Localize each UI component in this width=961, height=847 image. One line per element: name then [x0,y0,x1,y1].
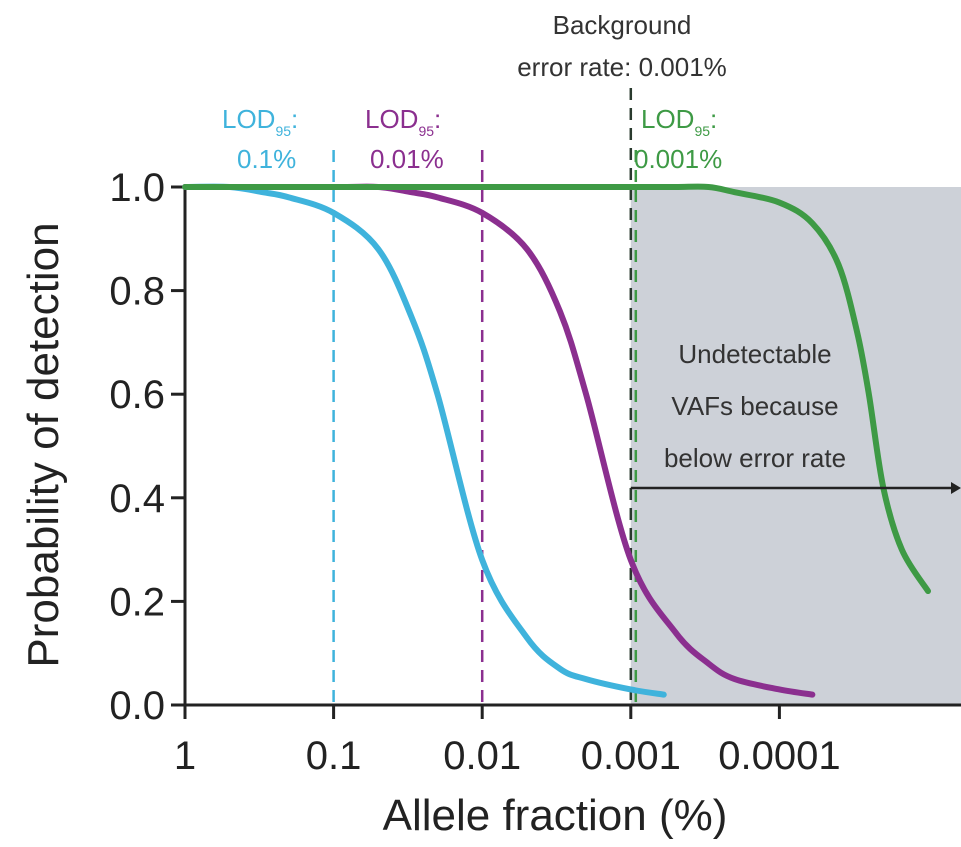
y-axis-title: Probability of detection [19,222,68,667]
lod-purple-colon: : [434,104,441,134]
x-axis-title: Allele fraction (%) [383,791,728,840]
arrow-head [951,482,961,494]
background-label-line2: error rate: 0.001% [517,52,727,82]
lod-purple-main: LOD [365,104,418,134]
background-label-line1: Background [553,10,692,40]
lod-green-value: 0.001% [634,144,722,174]
undetectable-arrow [630,482,961,494]
y-ticks: 0.0 0.2 0.4 0.6 0.8 1.0 [109,166,185,728]
lod-blue-sub: 95 [275,123,291,139]
y-tick-label: 0.6 [109,373,165,417]
y-tick-label: 0.8 [109,270,165,314]
y-tick-label: 1.0 [109,166,165,210]
undetectable-line1: Undetectable [678,339,831,369]
lod-green-main: LOD [641,104,694,134]
lod-purple-value: 0.01% [370,144,444,174]
undetectable-line2: VAFs because [671,391,838,421]
lod-blue-value: 0.1% [237,144,296,174]
lod-green-sub: 95 [694,123,710,139]
y-tick-label: 0.2 [109,580,165,624]
series-line-2 [182,183,931,595]
lod-green-colon: : [710,104,717,134]
x-tick-label: 0.001 [581,734,681,778]
y-tick-label: 0.0 [109,684,165,728]
lod-purple-label: LOD95: [365,104,441,139]
lod-green-label: LOD95: [641,104,717,139]
x-tick-label: 1 [174,734,196,778]
x-ticks: 1 0.1 0.01 0.001 0.0001 [174,705,841,778]
reference-lines [332,88,638,705]
series-line-0 [182,183,667,698]
series-curves [182,183,931,698]
x-tick-label: 0.0001 [718,734,840,778]
lod-blue-label: LOD95: [222,104,298,139]
undetectable-line3: below error rate [664,443,846,473]
undetectable-region [630,187,961,705]
lod-purple-sub: 95 [418,123,434,139]
lod-blue-colon: : [291,104,298,134]
y-tick-label: 0.4 [109,477,165,521]
lod-blue-main: LOD [222,104,275,134]
x-tick-label: 0.01 [443,734,521,778]
x-tick-label: 0.1 [306,734,362,778]
